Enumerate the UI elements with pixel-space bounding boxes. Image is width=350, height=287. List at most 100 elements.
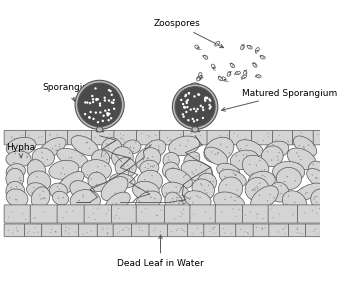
- Circle shape: [9, 197, 10, 198]
- Circle shape: [188, 92, 190, 94]
- Circle shape: [306, 192, 308, 193]
- Circle shape: [261, 170, 262, 172]
- Circle shape: [71, 186, 72, 188]
- Circle shape: [195, 169, 197, 170]
- Ellipse shape: [27, 183, 48, 198]
- Circle shape: [313, 164, 314, 165]
- Circle shape: [250, 212, 251, 213]
- Circle shape: [81, 139, 82, 140]
- Circle shape: [71, 157, 72, 158]
- Circle shape: [113, 99, 115, 101]
- Circle shape: [95, 98, 98, 100]
- Circle shape: [295, 180, 296, 181]
- Circle shape: [106, 143, 107, 145]
- Circle shape: [214, 227, 215, 228]
- Circle shape: [80, 195, 82, 196]
- FancyBboxPatch shape: [25, 224, 42, 237]
- Circle shape: [300, 159, 301, 160]
- FancyBboxPatch shape: [204, 224, 220, 237]
- FancyBboxPatch shape: [92, 130, 114, 145]
- Circle shape: [16, 138, 18, 139]
- Circle shape: [187, 99, 189, 101]
- Circle shape: [298, 163, 299, 164]
- Circle shape: [12, 136, 13, 137]
- Circle shape: [145, 208, 146, 209]
- Circle shape: [31, 172, 33, 173]
- Circle shape: [42, 157, 43, 158]
- Circle shape: [59, 189, 60, 190]
- Circle shape: [332, 138, 333, 139]
- Circle shape: [9, 183, 10, 184]
- Circle shape: [97, 208, 98, 209]
- Ellipse shape: [197, 173, 217, 192]
- Ellipse shape: [276, 167, 301, 189]
- Circle shape: [248, 233, 249, 234]
- Circle shape: [113, 108, 115, 110]
- Circle shape: [171, 140, 172, 141]
- Ellipse shape: [6, 168, 24, 189]
- Circle shape: [184, 95, 187, 97]
- Ellipse shape: [6, 151, 31, 167]
- Circle shape: [210, 181, 211, 182]
- Circle shape: [190, 160, 192, 161]
- Circle shape: [315, 178, 317, 179]
- Circle shape: [256, 217, 257, 218]
- Circle shape: [322, 139, 323, 141]
- Circle shape: [27, 233, 28, 234]
- Ellipse shape: [282, 191, 306, 213]
- Circle shape: [192, 233, 193, 234]
- FancyBboxPatch shape: [288, 224, 306, 237]
- Circle shape: [96, 171, 97, 172]
- Circle shape: [36, 176, 38, 177]
- Circle shape: [315, 175, 316, 176]
- Ellipse shape: [137, 170, 162, 193]
- Circle shape: [119, 159, 120, 160]
- Ellipse shape: [307, 168, 329, 188]
- Circle shape: [288, 176, 289, 177]
- Circle shape: [107, 233, 108, 234]
- Ellipse shape: [168, 136, 199, 156]
- Circle shape: [196, 156, 197, 157]
- FancyBboxPatch shape: [243, 205, 268, 223]
- Circle shape: [284, 228, 285, 229]
- Circle shape: [208, 104, 211, 106]
- Circle shape: [198, 175, 200, 176]
- Circle shape: [279, 135, 280, 136]
- Circle shape: [75, 141, 76, 142]
- Circle shape: [193, 120, 195, 123]
- Circle shape: [182, 113, 184, 116]
- Circle shape: [316, 201, 317, 203]
- Circle shape: [246, 162, 247, 163]
- Ellipse shape: [219, 169, 246, 187]
- Ellipse shape: [70, 190, 100, 213]
- Circle shape: [121, 138, 122, 139]
- Ellipse shape: [215, 41, 220, 45]
- Circle shape: [87, 174, 88, 175]
- Ellipse shape: [162, 162, 180, 179]
- Circle shape: [197, 194, 198, 196]
- Circle shape: [15, 199, 16, 200]
- Circle shape: [267, 133, 268, 134]
- Circle shape: [94, 137, 96, 138]
- FancyBboxPatch shape: [131, 224, 149, 237]
- Circle shape: [149, 136, 150, 137]
- Circle shape: [250, 174, 252, 175]
- Ellipse shape: [162, 182, 190, 204]
- Ellipse shape: [31, 187, 50, 209]
- Circle shape: [144, 179, 145, 180]
- Circle shape: [147, 163, 149, 164]
- Circle shape: [76, 135, 77, 136]
- Circle shape: [256, 183, 257, 185]
- Circle shape: [278, 150, 279, 152]
- Circle shape: [287, 176, 288, 177]
- Circle shape: [35, 191, 36, 193]
- Circle shape: [240, 148, 241, 149]
- Circle shape: [294, 202, 295, 203]
- Circle shape: [151, 140, 152, 141]
- Circle shape: [317, 134, 318, 135]
- Circle shape: [314, 169, 315, 170]
- Circle shape: [299, 145, 300, 146]
- Circle shape: [243, 155, 244, 156]
- FancyBboxPatch shape: [168, 224, 188, 237]
- Circle shape: [108, 99, 110, 102]
